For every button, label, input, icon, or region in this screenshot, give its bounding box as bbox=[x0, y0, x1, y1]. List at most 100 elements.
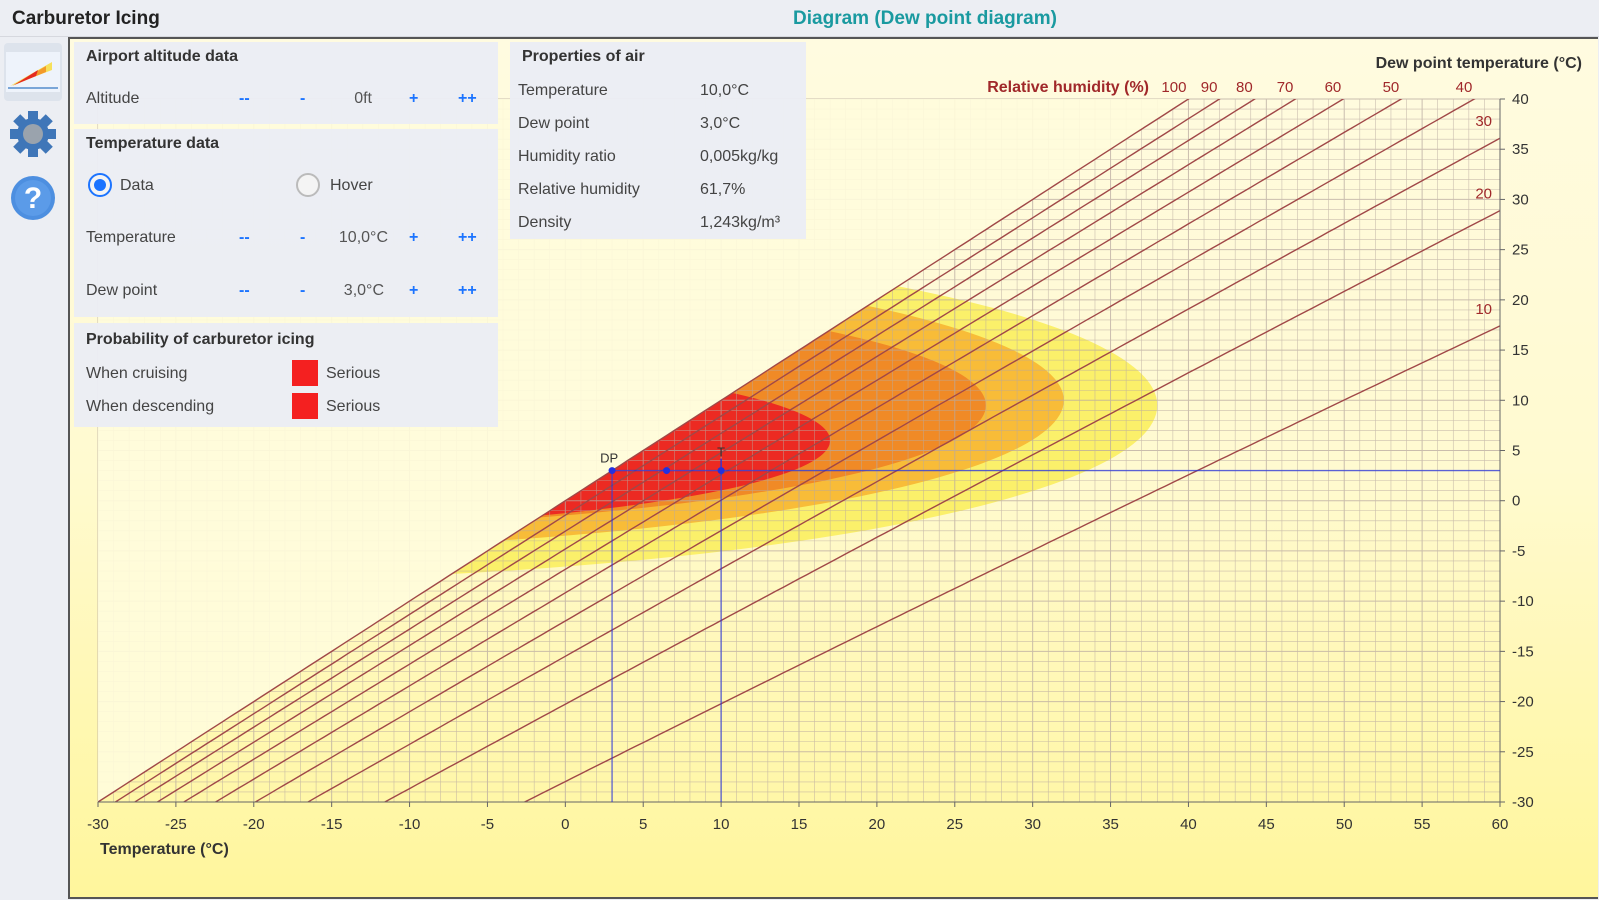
rh-label: 100 bbox=[1161, 79, 1186, 96]
x-tick-label: 25 bbox=[946, 816, 963, 833]
dewpoint-value: 3,0°C bbox=[343, 282, 384, 299]
altitude-increase-button[interactable]: + bbox=[409, 90, 419, 107]
icing-probability-title: Probability of carburetor icing bbox=[86, 331, 315, 348]
y-tick-label: 30 bbox=[1512, 191, 1529, 208]
altitude-panel-title: Airport altitude data bbox=[86, 48, 239, 65]
title-bar: Carburetor Icing Diagram (Dew point diag… bbox=[0, 0, 1599, 37]
gear-icon bbox=[10, 111, 56, 157]
property-label: Dew point bbox=[518, 115, 590, 132]
property-label: Relative humidity bbox=[518, 181, 640, 198]
midpoint-marker bbox=[663, 467, 671, 475]
diagram-button[interactable] bbox=[4, 43, 62, 101]
altitude-increase-large-button[interactable]: ++ bbox=[458, 90, 477, 107]
x-tick-label: -20 bbox=[243, 816, 265, 833]
dewpoint-decrease-large-button[interactable]: -- bbox=[239, 282, 250, 299]
y-tick-label: 15 bbox=[1512, 342, 1529, 359]
rh-label: 10 bbox=[1475, 301, 1492, 318]
mode-data-radio[interactable] bbox=[88, 173, 112, 197]
altitude-label: Altitude bbox=[86, 90, 140, 107]
y-tick-label: -30 bbox=[1512, 794, 1534, 811]
air-properties-panel: Properties of air Temperature 10,0°C Dew… bbox=[510, 42, 806, 239]
y-tick-label: 40 bbox=[1512, 91, 1529, 108]
y-tick-label: -15 bbox=[1512, 643, 1534, 660]
x-tick-label: -5 bbox=[481, 816, 494, 833]
rh-label: 70 bbox=[1277, 79, 1294, 96]
y-tick-label: 25 bbox=[1512, 242, 1529, 259]
property-value: 61,7% bbox=[700, 181, 746, 198]
property-value: 3,0°C bbox=[700, 115, 741, 132]
rh-label: 50 bbox=[1383, 79, 1400, 96]
rh-line-10 bbox=[523, 325, 1500, 802]
descending-label: When descending bbox=[86, 398, 215, 415]
rh-label: 20 bbox=[1475, 186, 1492, 203]
view-title: Diagram (Dew point diagram) bbox=[793, 8, 1057, 29]
svg-text:?: ? bbox=[24, 182, 42, 215]
y-tick-label: 0 bbox=[1512, 493, 1520, 510]
mode-data-label[interactable]: Data bbox=[120, 177, 154, 194]
x-tick-label: 55 bbox=[1414, 816, 1431, 833]
temperature-increase-button[interactable]: + bbox=[409, 229, 419, 246]
x-tick-label: 10 bbox=[713, 816, 730, 833]
temperature-panel-title: Temperature data bbox=[86, 135, 220, 152]
dewpoint-label: Dew point bbox=[86, 282, 158, 299]
y-tick-label: -5 bbox=[1512, 543, 1525, 560]
mode-hover-radio[interactable] bbox=[296, 173, 320, 197]
rh-line-70 bbox=[156, 99, 1297, 802]
icon-sidebar: ? bbox=[0, 37, 66, 900]
altitude-value: 0ft bbox=[354, 90, 372, 107]
y-tick-label: -10 bbox=[1512, 593, 1534, 610]
rh-axis-label: Relative humidity (%) bbox=[987, 79, 1149, 96]
x-tick-label: -30 bbox=[87, 816, 109, 833]
temperature-value: 10,0°C bbox=[338, 229, 388, 246]
property-label: Temperature bbox=[518, 82, 608, 99]
x-axis-label: Temperature (°C) bbox=[100, 841, 229, 858]
rh-label: 80 bbox=[1236, 79, 1253, 96]
dewpoint-increase-button[interactable]: + bbox=[409, 282, 419, 299]
settings-button[interactable] bbox=[4, 105, 62, 163]
temperature-decrease-button[interactable]: - bbox=[300, 229, 306, 246]
y-tick-label: -20 bbox=[1512, 694, 1534, 711]
x-tick-label: 35 bbox=[1102, 816, 1119, 833]
temperature-decrease-large-button[interactable]: -- bbox=[239, 229, 250, 246]
altitude-decrease-button[interactable]: - bbox=[300, 90, 306, 107]
property-value: 10,0°C bbox=[700, 82, 750, 99]
mode-hover-label[interactable]: Hover bbox=[330, 177, 373, 194]
rh-label: 60 bbox=[1325, 79, 1342, 96]
x-tick-label: 15 bbox=[791, 816, 808, 833]
y-tick-label: 35 bbox=[1512, 141, 1529, 158]
app-title: Carburetor Icing bbox=[12, 8, 160, 29]
altitude-decrease-large-button[interactable]: -- bbox=[239, 90, 250, 107]
diagram-area[interactable]: -30 -25 -20 -15 -10 -5 0 5 10 15 20 25 30 35 40 45 50 55 6… bbox=[68, 37, 1598, 899]
cruising-severity: Serious bbox=[326, 365, 381, 382]
dewpoint-increase-large-button[interactable]: ++ bbox=[458, 282, 477, 299]
air-properties-title: Properties of air bbox=[522, 48, 645, 65]
temperature-marker bbox=[717, 467, 725, 475]
rh-line-90 bbox=[114, 99, 1221, 802]
y-tick-label: 5 bbox=[1512, 443, 1520, 460]
x-tick-label: 0 bbox=[561, 816, 569, 833]
x-tick-label: 60 bbox=[1492, 816, 1509, 833]
x-tick-label: 40 bbox=[1180, 816, 1197, 833]
dewpoint-decrease-button[interactable]: - bbox=[300, 282, 306, 299]
rh-line-80 bbox=[133, 99, 1257, 802]
dewpoint-marker bbox=[608, 467, 616, 475]
property-value: 1,243kg/m³ bbox=[700, 214, 781, 231]
x-tick-label: -25 bbox=[165, 816, 187, 833]
rh-label: 40 bbox=[1456, 79, 1473, 96]
rh-label: 90 bbox=[1201, 79, 1218, 96]
property-label: Density bbox=[518, 214, 572, 231]
x-tick-label: 45 bbox=[1258, 816, 1275, 833]
y-tick-label: 10 bbox=[1512, 392, 1529, 409]
altitude-panel: Airport altitude data Altitude -- - 0ft … bbox=[74, 42, 498, 124]
help-icon: ? bbox=[11, 176, 55, 220]
temperature-panel: Temperature data Data Hover Temperature … bbox=[74, 129, 498, 317]
x-tick-label: 20 bbox=[869, 816, 886, 833]
rh-label: 30 bbox=[1475, 113, 1492, 130]
temperature-increase-large-button[interactable]: ++ bbox=[458, 229, 477, 246]
cruising-severity-swatch bbox=[292, 360, 318, 386]
rh-line-60 bbox=[182, 99, 1345, 802]
descending-severity-swatch bbox=[292, 393, 318, 419]
help-button[interactable]: ? bbox=[4, 169, 62, 227]
descending-severity: Serious bbox=[326, 398, 381, 415]
rh-line-30 bbox=[306, 137, 1500, 802]
